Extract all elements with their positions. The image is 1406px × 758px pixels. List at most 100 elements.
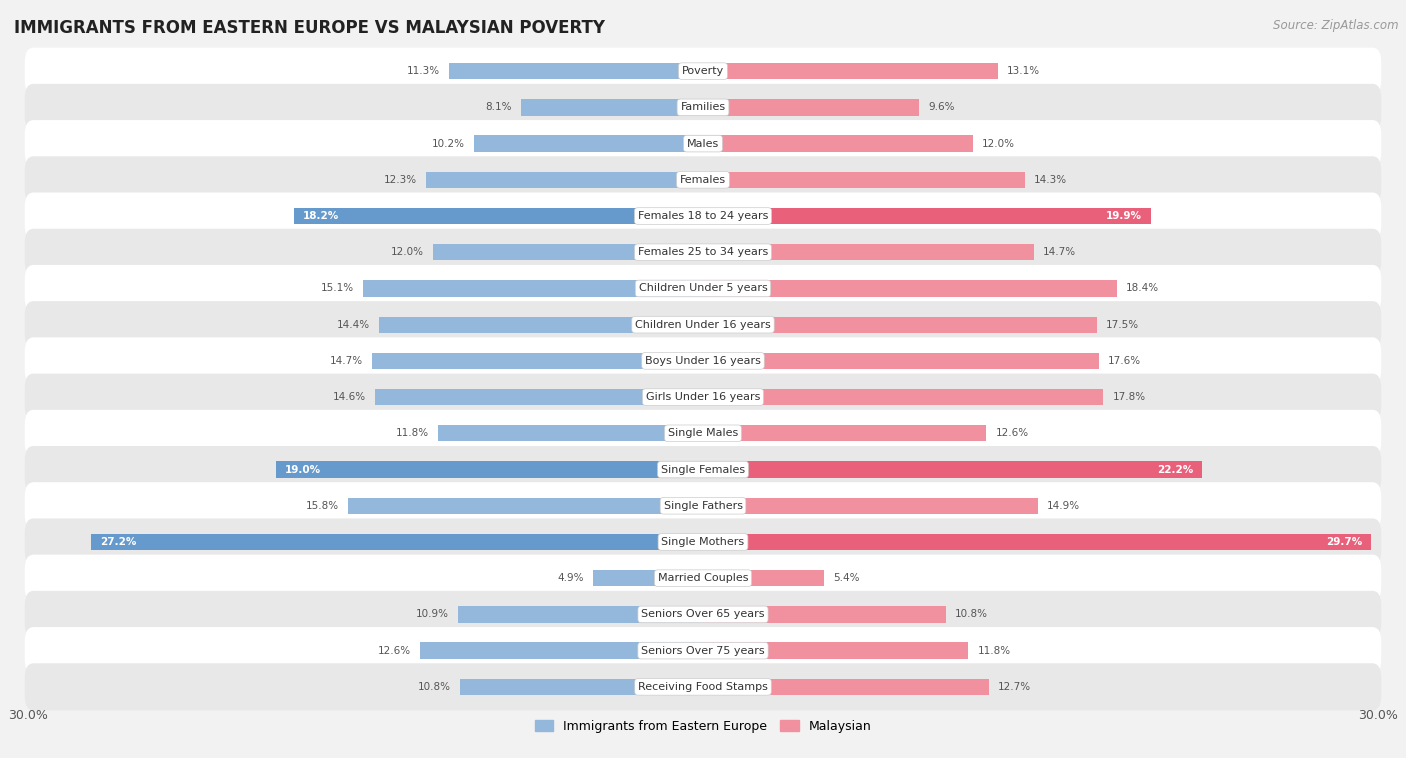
Text: 22.2%: 22.2% (1157, 465, 1194, 475)
Text: 10.8%: 10.8% (955, 609, 988, 619)
Text: 12.0%: 12.0% (391, 247, 425, 257)
Text: 14.3%: 14.3% (1033, 175, 1067, 185)
Text: 18.2%: 18.2% (302, 211, 339, 221)
Bar (520, 99, 703, 115)
Text: Females 25 to 34 years: Females 25 to 34 years (638, 247, 768, 257)
Bar (426, 171, 703, 188)
FancyBboxPatch shape (25, 337, 1381, 384)
Bar (419, 643, 703, 659)
Text: Single Mothers: Single Mothers (661, 537, 745, 547)
Text: 13.1%: 13.1% (1007, 66, 1040, 76)
FancyBboxPatch shape (25, 229, 1381, 276)
Bar (703, 497, 1038, 514)
Text: Married Couples: Married Couples (658, 573, 748, 583)
Bar (449, 63, 703, 80)
Text: Single Males: Single Males (668, 428, 738, 438)
FancyBboxPatch shape (25, 374, 1381, 421)
FancyBboxPatch shape (25, 84, 1381, 131)
Bar (703, 425, 987, 441)
FancyBboxPatch shape (25, 120, 1381, 168)
Text: 11.3%: 11.3% (406, 66, 440, 76)
Text: 17.6%: 17.6% (1108, 356, 1142, 366)
Text: Poverty: Poverty (682, 66, 724, 76)
Bar (703, 389, 1104, 406)
Text: 12.6%: 12.6% (377, 646, 411, 656)
Bar (474, 136, 703, 152)
Bar (703, 136, 973, 152)
Bar (703, 244, 1033, 261)
Text: 19.0%: 19.0% (284, 465, 321, 475)
Text: 12.6%: 12.6% (995, 428, 1029, 438)
Text: 14.6%: 14.6% (332, 392, 366, 402)
Bar (276, 462, 703, 478)
Bar (347, 497, 703, 514)
Text: IMMIGRANTS FROM EASTERN EUROPE VS MALAYSIAN POVERTY: IMMIGRANTS FROM EASTERN EUROPE VS MALAYS… (14, 19, 605, 37)
Text: 14.7%: 14.7% (1043, 247, 1076, 257)
Bar (458, 606, 703, 622)
FancyBboxPatch shape (25, 446, 1381, 493)
Text: 12.0%: 12.0% (981, 139, 1015, 149)
Text: 27.2%: 27.2% (100, 537, 136, 547)
Bar (703, 280, 1116, 296)
Text: 10.9%: 10.9% (416, 609, 449, 619)
Bar (703, 534, 1371, 550)
Bar (703, 462, 1202, 478)
Text: Seniors Over 75 years: Seniors Over 75 years (641, 646, 765, 656)
FancyBboxPatch shape (25, 301, 1381, 348)
FancyBboxPatch shape (25, 156, 1381, 203)
Bar (363, 280, 703, 296)
Bar (374, 389, 703, 406)
Bar (703, 171, 1025, 188)
Text: 14.7%: 14.7% (330, 356, 363, 366)
FancyBboxPatch shape (25, 193, 1381, 240)
Bar (703, 643, 969, 659)
Text: 11.8%: 11.8% (977, 646, 1011, 656)
Bar (460, 678, 703, 695)
Text: 14.9%: 14.9% (1047, 501, 1080, 511)
Text: 12.7%: 12.7% (998, 682, 1031, 692)
FancyBboxPatch shape (25, 555, 1381, 602)
FancyBboxPatch shape (25, 410, 1381, 457)
Bar (703, 99, 920, 115)
Text: Receiving Food Stamps: Receiving Food Stamps (638, 682, 768, 692)
Text: Seniors Over 65 years: Seniors Over 65 years (641, 609, 765, 619)
Text: 11.8%: 11.8% (395, 428, 429, 438)
Text: Females: Females (681, 175, 725, 185)
Text: 5.4%: 5.4% (834, 573, 860, 583)
Text: Single Fathers: Single Fathers (664, 501, 742, 511)
Text: 10.2%: 10.2% (432, 139, 464, 149)
Text: 18.4%: 18.4% (1126, 283, 1159, 293)
Text: 14.4%: 14.4% (337, 320, 370, 330)
Text: 12.3%: 12.3% (384, 175, 418, 185)
Text: 15.1%: 15.1% (321, 283, 354, 293)
FancyBboxPatch shape (25, 518, 1381, 565)
Bar (91, 534, 703, 550)
FancyBboxPatch shape (25, 265, 1381, 312)
Text: Source: ZipAtlas.com: Source: ZipAtlas.com (1274, 19, 1399, 32)
Bar (703, 352, 1099, 369)
Bar (703, 678, 988, 695)
FancyBboxPatch shape (25, 627, 1381, 674)
Bar (703, 606, 946, 622)
Text: 9.6%: 9.6% (928, 102, 955, 112)
Bar (703, 317, 1097, 333)
Text: 17.8%: 17.8% (1112, 392, 1146, 402)
Bar (433, 244, 703, 261)
Text: Boys Under 16 years: Boys Under 16 years (645, 356, 761, 366)
FancyBboxPatch shape (25, 482, 1381, 529)
Text: 4.9%: 4.9% (557, 573, 583, 583)
FancyBboxPatch shape (25, 663, 1381, 710)
Text: 29.7%: 29.7% (1326, 537, 1362, 547)
Bar (703, 570, 824, 587)
Bar (703, 63, 998, 80)
Text: Children Under 16 years: Children Under 16 years (636, 320, 770, 330)
Bar (437, 425, 703, 441)
Text: 10.8%: 10.8% (418, 682, 451, 692)
Bar (294, 208, 703, 224)
Text: 15.8%: 15.8% (305, 501, 339, 511)
Text: 19.9%: 19.9% (1105, 211, 1142, 221)
Bar (380, 317, 703, 333)
Text: Females 18 to 24 years: Females 18 to 24 years (638, 211, 768, 221)
Text: 17.5%: 17.5% (1105, 320, 1139, 330)
Legend: Immigrants from Eastern Europe, Malaysian: Immigrants from Eastern Europe, Malaysia… (530, 715, 876, 738)
